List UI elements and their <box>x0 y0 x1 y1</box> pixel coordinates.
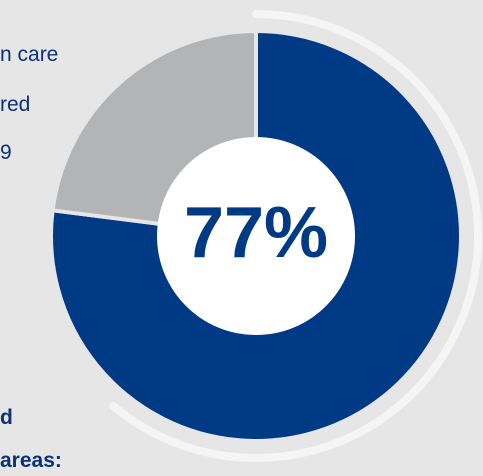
center-percent-label: 77% <box>184 193 328 273</box>
donut-slice-primary <box>49 29 463 443</box>
outer-ring-arc <box>109 10 482 462</box>
center-hole <box>157 137 355 335</box>
side-text-line-4: d <box>0 406 13 429</box>
side-text-line-2: red <box>0 93 31 116</box>
side-text-line-3: 9 <box>0 141 12 164</box>
side-text-line-5: areas: <box>0 449 62 472</box>
side-text-line-1: n care <box>0 43 59 66</box>
